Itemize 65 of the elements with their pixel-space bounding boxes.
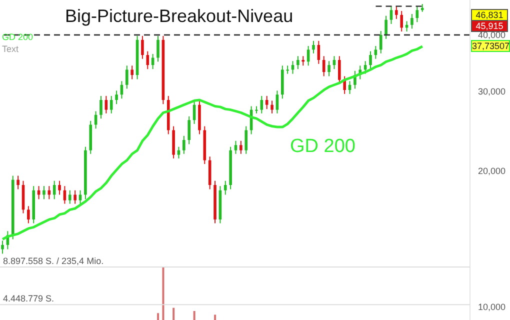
candlestick — [270, 100, 274, 114]
candlestick — [286, 65, 289, 74]
candlestick — [302, 56, 305, 66]
candlestick — [322, 56, 326, 77]
bar — [162, 267, 164, 320]
candlestick — [244, 126, 248, 154]
candlestick — [156, 35, 160, 62]
candlestick — [276, 90, 279, 114]
text: 45,915 — [471, 20, 508, 32]
candlestick — [328, 60, 330, 77]
candlestick — [16, 175, 20, 190]
candlestick — [104, 95, 108, 114]
candlestick — [296, 56, 300, 70]
text: 46,831 — [471, 9, 508, 21]
candlestick — [42, 186, 46, 200]
candlestick — [384, 15, 388, 40]
candlestick — [234, 140, 238, 154]
y-tick-label: 20,000 — [478, 166, 506, 176]
y-tick-label: 40,000 — [478, 30, 506, 40]
candlestick — [126, 65, 128, 90]
chart-title: Big-Picture-Breakout-Niveau — [65, 6, 294, 27]
bar — [157, 313, 160, 320]
candlestick — [115, 90, 118, 105]
ref-line-label: 8.897.558 S. / 235,4 Mio. — [3, 256, 104, 266]
candlestick — [312, 40, 315, 54]
bar — [172, 308, 175, 320]
candlestick — [390, 6, 393, 24]
candlestick — [100, 95, 102, 120]
candlestick — [395, 6, 398, 20]
candlestick — [240, 140, 242, 154]
text: GD 200 — [2, 32, 34, 42]
candlestick — [182, 135, 186, 154]
annotation: GD 200 — [290, 136, 356, 158]
candlestick — [343, 76, 346, 94]
candlestick — [27, 206, 30, 224]
candlestick — [146, 50, 150, 70]
candlestick — [338, 56, 341, 84]
candlestick — [416, 6, 419, 23]
text: 37,73507 — [471, 40, 510, 52]
bar — [214, 314, 216, 320]
candlestick — [130, 65, 134, 80]
candlestick — [58, 180, 61, 196]
candlestick — [188, 116, 191, 145]
y-tick-label: 10,000 — [478, 302, 506, 312]
candlestick — [400, 10, 404, 32]
candlestick — [177, 146, 180, 159]
candlestick — [255, 106, 258, 114]
candlestick — [306, 46, 310, 66]
candlestick — [260, 95, 264, 114]
candlestick — [1, 240, 4, 254]
candlestick — [369, 50, 372, 70]
annotation: Text — [2, 44, 19, 54]
candlestick — [110, 95, 113, 114]
bar — [193, 310, 196, 320]
candlestick — [78, 190, 82, 204]
candlestick — [74, 190, 76, 204]
candlestick — [141, 35, 144, 60]
candlestick — [265, 95, 268, 110]
ref-line-label: 4.448.779 S. — [3, 294, 54, 304]
candlestick — [224, 180, 227, 196]
candlestick — [68, 190, 72, 204]
candlestick — [410, 14, 414, 30]
candlestick — [379, 30, 382, 54]
y-tick-label: 30,000 — [478, 86, 506, 96]
candlestick — [374, 46, 378, 60]
